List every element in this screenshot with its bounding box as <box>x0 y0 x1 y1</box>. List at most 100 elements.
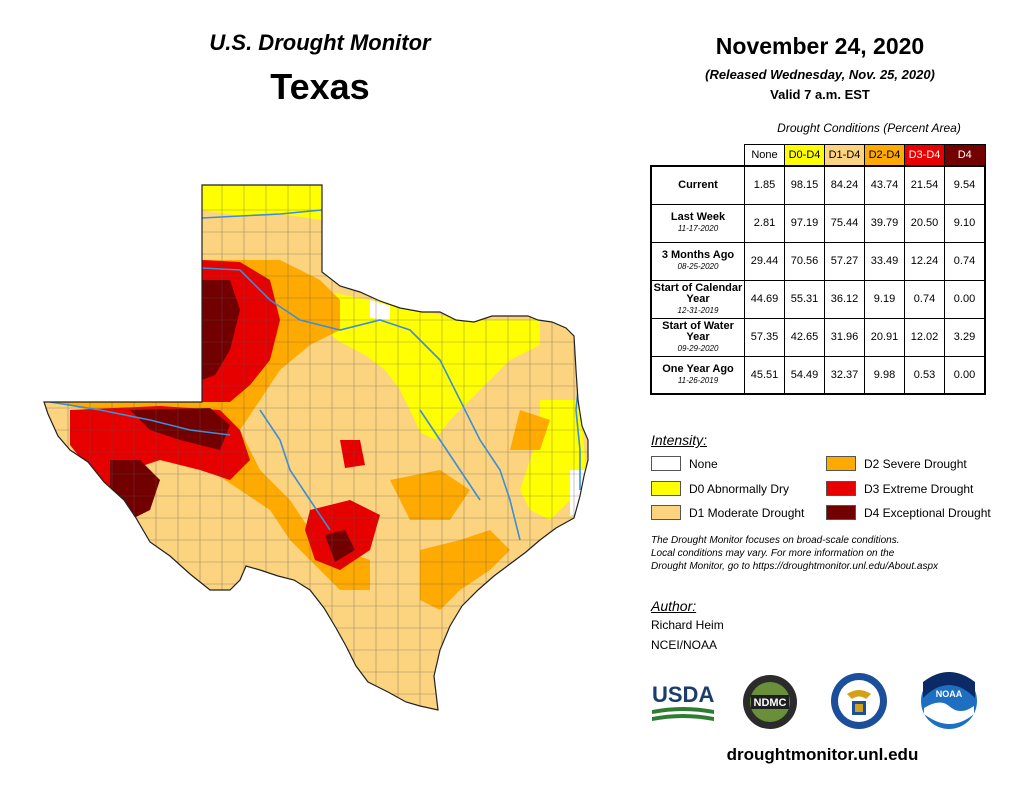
row-label-text: 3 Months Ago <box>661 249 735 261</box>
author-name: Richard Heim <box>651 618 724 632</box>
usda-logo: USDA <box>650 678 716 728</box>
row-label: One Year Ago 11-26-2019 <box>650 355 745 395</box>
legend-label: D0 Abnormally Dry <box>689 481 790 496</box>
note-line-3: Drought Monitor, go to https://droughtmo… <box>651 561 939 572</box>
table-cell: 57.35 <box>744 317 785 357</box>
header-d0-d4: D0-D4 <box>784 144 825 167</box>
website-url[interactable]: droughtmonitor.unl.edu <box>726 745 919 764</box>
legend-item-d0: D0 Abnormally Dry <box>651 481 789 496</box>
legend-swatch <box>826 505 856 520</box>
table-cell: 98.15 <box>784 165 825 205</box>
ndmc-logo: NDMC <box>742 674 798 730</box>
table-cell: 0.00 <box>944 279 986 319</box>
table-cell: 9.10 <box>944 203 986 243</box>
map-title: U.S. Drought Monitor <box>209 30 431 55</box>
table-cell: 84.24 <box>824 165 865 205</box>
noaa-logo: NOAA <box>920 672 978 730</box>
row-label-date: 08-25-2020 <box>677 262 719 271</box>
legend-swatch <box>651 456 681 471</box>
valid-time: Valid 7 a.m. EST <box>770 87 870 102</box>
legend-swatch <box>826 481 856 496</box>
table-row: Last Week 11-17-2020 2.81 97.19 75.44 39.79 20… <box>650 203 986 243</box>
table-cell: 42.65 <box>784 317 825 357</box>
table-cell: 20.91 <box>864 317 905 357</box>
legend-swatch <box>826 456 856 471</box>
disclaimer-note: The Drought Monitor focuses on broad-sca… <box>651 534 1021 573</box>
row-label: Current <box>650 165 745 205</box>
table-cell: 32.37 <box>824 355 865 395</box>
legend-item-d4: D4 Exceptional Drought <box>826 505 991 520</box>
row-label-date: 09-29-2020 <box>677 343 719 353</box>
note-line-1: The Drought Monitor focuses on broad-sca… <box>651 535 900 546</box>
table-cell: 97.19 <box>784 203 825 243</box>
header-none: None <box>744 144 785 167</box>
svg-text:NDMC: NDMC <box>754 697 787 709</box>
legend-label: D1 Moderate Drought <box>689 505 805 520</box>
table-cell: 39.79 <box>864 203 905 243</box>
table-cell: 44.69 <box>744 279 785 319</box>
texas-drought-map <box>40 170 610 730</box>
row-label-text: Last Week <box>670 211 726 223</box>
legend-swatch <box>651 481 681 496</box>
legend-swatch <box>651 505 681 520</box>
row-label: Last Week 11-17-2020 <box>650 203 745 243</box>
table-cell: 70.56 <box>784 241 825 281</box>
map-date: November 24, 2020 <box>715 33 925 59</box>
table-header-row: None D0-D4 D1-D4 D2-D4 D3-D4 D4 <box>651 144 986 167</box>
row-label: Start of Calendar Year 12-31-2019 <box>650 279 745 319</box>
release-date: (Released Wednesday, Nov. 25, 2020) <box>705 67 935 82</box>
table-cell: 9.19 <box>864 279 905 319</box>
table-cell: 0.00 <box>944 355 986 395</box>
svg-text:NOAA: NOAA <box>936 689 963 699</box>
table-cell: 0.74 <box>944 241 986 281</box>
legend-label: D4 Exceptional Drought <box>864 505 991 520</box>
table-cell: 21.54 <box>904 165 945 205</box>
row-label-date: 11-26-2019 <box>677 375 719 385</box>
commerce-seal-logo <box>830 672 888 730</box>
table-cell: 0.53 <box>904 355 945 395</box>
table-cell: 1.85 <box>744 165 785 205</box>
row-label: 3 Months Ago 08-25-2020 <box>650 241 745 281</box>
legend-label: None <box>689 456 718 471</box>
table-cell: 31.96 <box>824 317 865 357</box>
author-label: Author: <box>651 598 697 614</box>
header-d4: D4 <box>944 144 986 167</box>
drought-conditions-table: None D0-D4 D1-D4 D2-D4 D3-D4 D4 Current 1… <box>650 144 986 395</box>
table-cell: 2.81 <box>744 203 785 243</box>
table-cell: 20.50 <box>904 203 945 243</box>
table-cell: 33.49 <box>864 241 905 281</box>
legend-title: Intensity: <box>651 432 708 448</box>
header-d2-d4: D2-D4 <box>864 144 905 167</box>
table-cell: 54.49 <box>784 355 825 395</box>
header-d1-d4: D1-D4 <box>824 144 865 167</box>
table-cell: 75.44 <box>824 203 865 243</box>
table-caption: Drought Conditions (Percent Area) <box>777 121 961 135</box>
legend-item-d3: D3 Extreme Drought <box>826 481 973 496</box>
table-cell: 12.24 <box>904 241 945 281</box>
table-cell: 9.54 <box>944 165 986 205</box>
row-label-date: 11-17-2020 <box>677 224 719 233</box>
table-row: Current 1.85 98.15 84.24 43.74 21.54 9.54 <box>650 165 986 205</box>
header-blank <box>651 145 745 167</box>
row-label-text: One Year Ago <box>662 362 734 375</box>
table-cell: 43.74 <box>864 165 905 205</box>
table-row: Start of Water Year 09-29-2020 57.35 42.65 3… <box>650 317 986 357</box>
table-cell: 55.31 <box>784 279 825 319</box>
table-cell: 29.44 <box>744 241 785 281</box>
legend-label: D2 Severe Drought <box>864 456 967 471</box>
svg-text:USDA: USDA <box>652 682 714 707</box>
row-label-text: Start of Calendar Year <box>653 281 743 305</box>
table-row: 3 Months Ago 08-25-2020 29.44 70.56 57.27 33.… <box>650 241 986 281</box>
legend-item-d1: D1 Moderate Drought <box>651 505 804 520</box>
table-cell: 36.12 <box>824 279 865 319</box>
row-label-text: Start of Water Year <box>662 319 734 343</box>
table-row: Start of Calendar Year 12-31-2019 44.69 55.… <box>650 279 986 319</box>
header-d3-d4: D3-D4 <box>904 144 945 167</box>
row-label-text: Current <box>678 178 718 191</box>
legend-item-d2: D2 Severe Drought <box>826 456 967 471</box>
table-cell: 9.98 <box>864 355 905 395</box>
note-line-2: Local conditions may vary. For more info… <box>651 548 895 559</box>
table-row: One Year Ago 11-26-2019 45.51 54.49 32.37 9.9… <box>650 355 986 395</box>
state-title: Texas <box>270 66 370 107</box>
author-org: NCEI/NOAA <box>651 638 718 652</box>
